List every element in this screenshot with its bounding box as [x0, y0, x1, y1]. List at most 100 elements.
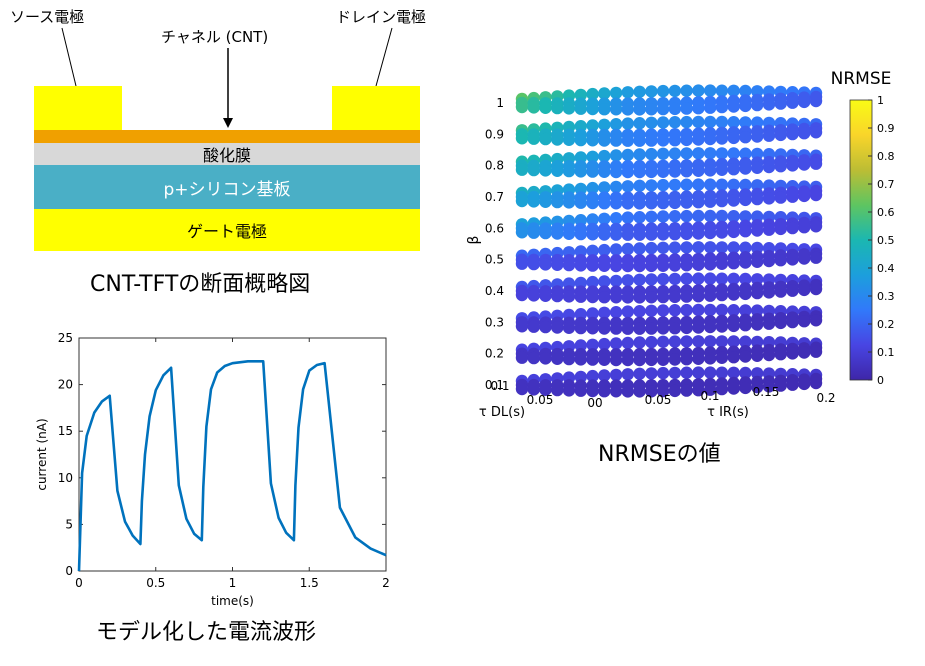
nrmse-point [527, 289, 540, 302]
nrmse-point [798, 221, 811, 234]
nrmse-point [574, 133, 587, 147]
nrmse-point [692, 133, 705, 146]
nrmse-point [527, 257, 540, 271]
cross-section-diagram: ソース電極 ドレイン電極 チャネル (CNT) 酸化膜 p+シリコン基板 ゲート… [0, 0, 460, 300]
nrmse-point [798, 95, 811, 109]
nrmse-point [574, 214, 587, 227]
nrmse-point [715, 288, 729, 302]
tau-ir-axis-label: τ IR(s) [707, 405, 749, 420]
nrmse-point [598, 322, 611, 335]
nrmse-point [609, 118, 623, 131]
cross-section-caption: CNT-TFTの断面概略図 [90, 272, 311, 297]
nrmse-point [574, 120, 587, 133]
nrmse-point [609, 228, 623, 241]
nrmse-point [762, 223, 776, 236]
nrmse-point [786, 221, 799, 235]
nrmse-point [645, 147, 658, 161]
nrmse-point [692, 290, 705, 303]
nrmse-point [645, 304, 658, 317]
nrmse-point [715, 132, 729, 145]
nrmse-point [586, 165, 599, 178]
nrmse-point [739, 319, 752, 332]
colorbar-tick-label: 0 [877, 374, 884, 387]
nrmse-point [621, 117, 634, 130]
nrmse-point [668, 366, 682, 380]
nrmse-point [574, 102, 587, 115]
nrmse-point [680, 335, 693, 348]
substrate-layer: p+シリコン基板 [34, 165, 420, 209]
x-tick-label: 2 [382, 576, 390, 590]
nrmse-point [692, 84, 705, 97]
nrmse-point [692, 258, 705, 271]
nrmse-point [727, 131, 740, 145]
nrmse-point [692, 272, 705, 285]
colorbar-tick-label: 0.5 [877, 234, 895, 247]
nrmse-point [762, 380, 776, 393]
nrmse-point [774, 348, 787, 361]
nrmse-point [598, 385, 611, 398]
nrmse-point [562, 133, 576, 146]
nrmse-point [680, 165, 693, 178]
nrmse-point [645, 367, 658, 380]
nrmse-point [656, 165, 670, 178]
nrmse-point [727, 241, 740, 254]
nrmse-point [692, 178, 705, 191]
nrmse-point [586, 119, 599, 132]
nrmse-point [680, 321, 693, 335]
nrmse-point [621, 242, 634, 256]
nrmse-point [798, 315, 811, 328]
nrmse-point [668, 102, 682, 116]
nrmse-point [668, 147, 682, 160]
nrmse-point [762, 348, 776, 362]
gate-label: ゲート電極 [186, 222, 267, 241]
nrmse-point [692, 102, 705, 115]
nrmse-point [751, 192, 764, 206]
nrmse-point [704, 258, 717, 271]
nrmse-point [539, 320, 552, 334]
nrmse-point [562, 196, 576, 209]
nrmse-point [739, 225, 752, 238]
nrmse-point [633, 291, 646, 304]
beta-tick-label: 0.1 [485, 378, 504, 392]
x-tick-label: 1.5 [300, 576, 319, 590]
nrmse-point [692, 227, 705, 240]
nrmse-point [692, 147, 705, 160]
nrmse-point [633, 305, 646, 318]
colorbar-tick-label: 0.8 [877, 150, 895, 163]
nrmse-point [633, 353, 646, 367]
nrmse-point [680, 303, 693, 317]
nrmse-point [774, 160, 787, 173]
nrmse-point [598, 165, 611, 178]
nrmse-point [574, 227, 587, 241]
nrmse-point [574, 384, 587, 397]
nrmse-point [680, 178, 693, 191]
nrmse-point [739, 272, 752, 286]
beta-tick-label: 0.7 [485, 190, 504, 204]
nrmse-point [668, 228, 682, 241]
nrmse-point [574, 196, 587, 209]
colorbar-tick-label: 0.7 [877, 178, 895, 191]
nrmse-point [692, 209, 705, 223]
nrmse-point [751, 116, 764, 129]
nrmse-point [715, 194, 729, 208]
nrmse-point [668, 290, 682, 304]
nrmse-point [586, 290, 599, 304]
nrmse-point [751, 98, 764, 112]
beta-tick-label: 1 [496, 96, 504, 110]
nrmse-point [574, 245, 587, 258]
nrmse-point [551, 195, 564, 209]
nrmse-point [751, 210, 764, 223]
nrmse-point [633, 103, 646, 116]
nrmse-point [562, 290, 576, 303]
nrmse-point [739, 193, 752, 207]
nrmse-point [692, 352, 705, 365]
nrmse-point [609, 368, 623, 382]
nrmse-point [727, 351, 740, 364]
nrmse-point [609, 134, 623, 147]
nrmse-point [809, 376, 823, 390]
nrmse-point [598, 243, 611, 257]
nrmse-point [656, 353, 670, 366]
nrmse-point [774, 191, 787, 204]
tau-ir-tick-label: 0.15 [753, 385, 780, 399]
colorbar-title: NRMSE [831, 69, 892, 89]
